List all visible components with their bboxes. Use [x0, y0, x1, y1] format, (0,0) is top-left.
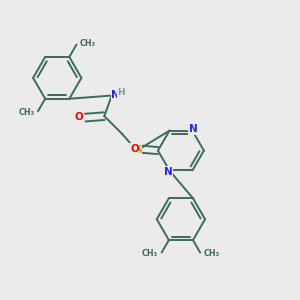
Text: N: N: [164, 167, 173, 177]
Text: N: N: [189, 124, 198, 134]
Text: CH₃: CH₃: [204, 249, 220, 258]
Text: N: N: [111, 90, 120, 100]
Text: CH₃: CH₃: [80, 39, 96, 48]
Text: CH₃: CH₃: [142, 249, 158, 258]
Text: CH₃: CH₃: [19, 108, 34, 117]
Text: H: H: [117, 88, 125, 97]
Text: S: S: [134, 145, 141, 155]
Text: O: O: [130, 143, 139, 154]
Text: O: O: [75, 112, 84, 122]
